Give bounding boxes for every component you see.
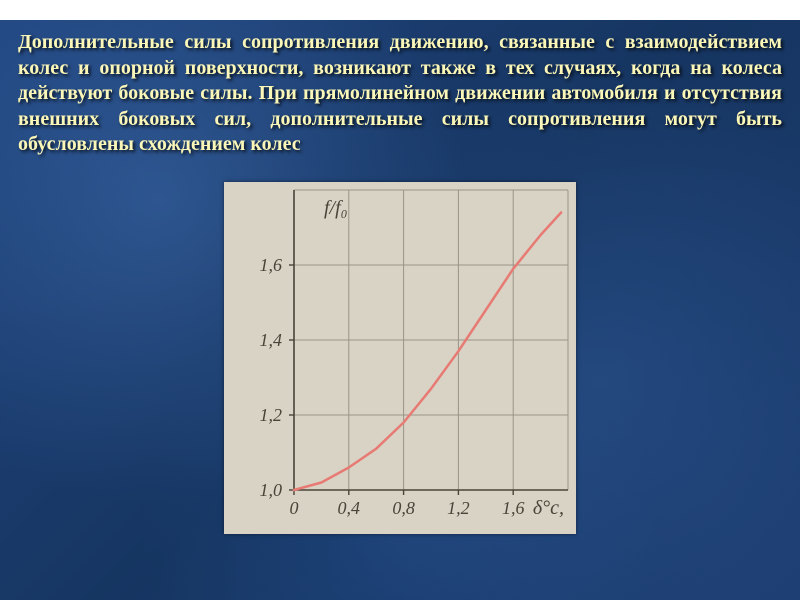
body-paragraph: Дополнительные силы сопротивления движен… xyxy=(0,20,800,158)
svg-text:δ°c,: δ°c, xyxy=(533,497,564,519)
svg-text:1,4: 1,4 xyxy=(260,330,283,350)
svg-text:f/f₀: f/f₀ xyxy=(324,197,348,219)
svg-text:0,8: 0,8 xyxy=(392,498,415,518)
svg-text:1,6: 1,6 xyxy=(260,255,283,275)
chart-svg: 1,0 1,2 1,4 1,6 0 0,4 0,8 1,2 1,6 f/f₀ δ°c, xyxy=(224,182,576,534)
chart-figure: 1,0 1,2 1,4 1,6 0 0,4 0,8 1,2 1,6 f/f₀ δ°c, xyxy=(224,182,576,534)
svg-text:0: 0 xyxy=(290,498,299,518)
svg-text:0,4: 0,4 xyxy=(338,498,361,518)
svg-text:1,2: 1,2 xyxy=(447,498,470,518)
svg-text:1,2: 1,2 xyxy=(260,405,283,425)
slide-root: Дополнительные силы сопротивления движен… xyxy=(0,20,800,600)
svg-text:1,0: 1,0 xyxy=(260,480,283,500)
svg-text:1,6: 1,6 xyxy=(502,498,525,518)
